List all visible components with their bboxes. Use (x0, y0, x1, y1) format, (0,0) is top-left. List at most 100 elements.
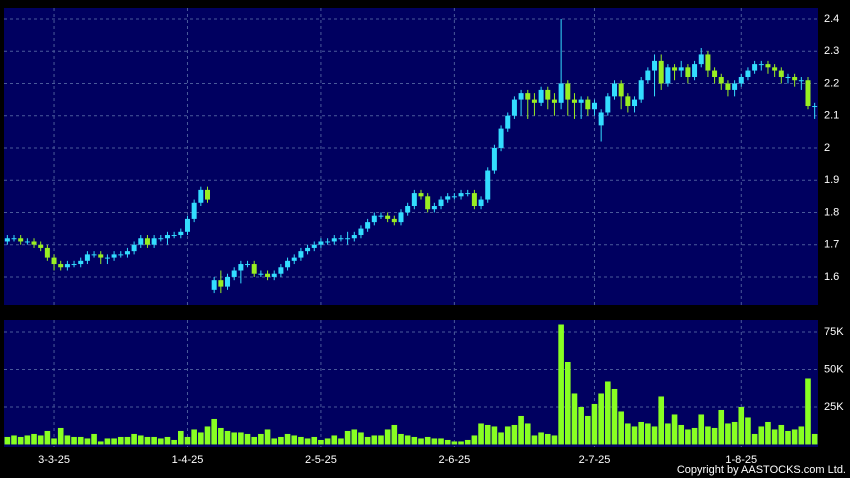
candle-body (371, 215, 377, 223)
candle-body (792, 77, 798, 81)
candle-body (78, 260, 84, 265)
volume-bar (658, 396, 665, 445)
volume-bar (378, 435, 384, 445)
candle-body (645, 70, 651, 81)
volume-bar (805, 378, 811, 445)
candle-body (271, 273, 277, 277)
candle-body (638, 80, 644, 100)
candle-body (191, 202, 197, 219)
volume-bar (284, 433, 291, 445)
candle-body (345, 238, 351, 240)
candle-body (738, 77, 744, 84)
volume-bar (211, 418, 217, 445)
volume-bar (97, 441, 104, 445)
volume-bar (331, 435, 338, 445)
candle-body (258, 273, 264, 275)
volume-bar (238, 432, 244, 445)
candle-body (618, 83, 624, 97)
candle-body (111, 254, 117, 258)
candle-body (378, 215, 384, 217)
candle-body (458, 193, 464, 197)
volume-bar (611, 388, 618, 445)
candle-body (405, 206, 411, 213)
x-tick-label: 2-6-25 (438, 454, 470, 466)
volume-bar (198, 432, 204, 445)
y-tick-label: 1.7 (824, 239, 839, 251)
volume-bar (785, 430, 791, 445)
y-tick-label: 1.9 (824, 174, 839, 186)
candle-body (44, 247, 50, 258)
volume-bar (157, 438, 164, 445)
volume-bar (51, 438, 57, 445)
volume-bar (631, 426, 638, 445)
candle-body (285, 260, 291, 268)
candle-body (151, 238, 157, 245)
candle-body (84, 254, 90, 261)
y-tick-label: 75K (824, 326, 844, 338)
candle-body (144, 238, 150, 245)
volume-bar (384, 429, 391, 445)
y-tick-label: 2.1 (824, 110, 839, 122)
volume-bar (324, 438, 331, 445)
volume-bar (558, 324, 564, 445)
volume-bar (344, 430, 351, 445)
volume-bar (538, 432, 544, 445)
volume-bar (11, 435, 17, 445)
volume-bar (524, 423, 531, 445)
candle-body (218, 280, 224, 287)
candle-body (331, 238, 337, 242)
candle-body (178, 231, 184, 236)
candle-body (198, 189, 204, 203)
volume-bar (64, 435, 71, 445)
volume-bar (618, 411, 624, 445)
volume-bar (578, 406, 584, 445)
candle-body (758, 64, 764, 66)
candle-body (305, 247, 311, 252)
volume-bar (705, 426, 711, 445)
candle-body (778, 70, 784, 78)
volume-bar (178, 430, 184, 445)
candle-body (725, 83, 731, 90)
volume-bar (798, 426, 805, 445)
volume-bar (204, 426, 211, 445)
candle-body (4, 238, 10, 242)
volume-bar (17, 436, 24, 445)
candle-body (785, 77, 791, 79)
volume-bar (491, 426, 498, 445)
candle-body (685, 67, 691, 78)
candle-body (471, 193, 477, 206)
volume-bar (511, 424, 518, 445)
volume-bar (31, 433, 37, 445)
x-tick-label: 1-8-25 (725, 454, 757, 466)
volume-bar (691, 427, 698, 445)
candle-body (705, 54, 711, 71)
volume-bar (718, 409, 725, 445)
candle-body (505, 115, 511, 129)
candle-body (431, 206, 437, 210)
candle-body (171, 235, 177, 237)
candle-body (231, 270, 237, 277)
candle-body (511, 99, 517, 116)
volume-bar (171, 439, 177, 445)
volume-bar (745, 417, 751, 445)
candle-body (545, 89, 551, 100)
volume-bar (544, 433, 551, 445)
volume-bar (311, 436, 318, 445)
candle-body (124, 251, 130, 255)
candle-body (298, 251, 304, 258)
volume-bar (57, 427, 64, 445)
candle-body (398, 212, 404, 223)
volume-bar (638, 421, 644, 445)
candle-body (451, 196, 457, 198)
volume-bar (124, 436, 131, 445)
candle-body (184, 218, 190, 232)
volume-bar (571, 393, 578, 445)
candle-body (772, 67, 778, 71)
candle-body (38, 244, 44, 248)
volume-panel (4, 320, 818, 447)
volume-bar (444, 439, 451, 445)
volume-bar (258, 433, 264, 445)
candle-body (485, 170, 491, 200)
volume-bar (137, 435, 144, 445)
candle-body (798, 80, 804, 82)
